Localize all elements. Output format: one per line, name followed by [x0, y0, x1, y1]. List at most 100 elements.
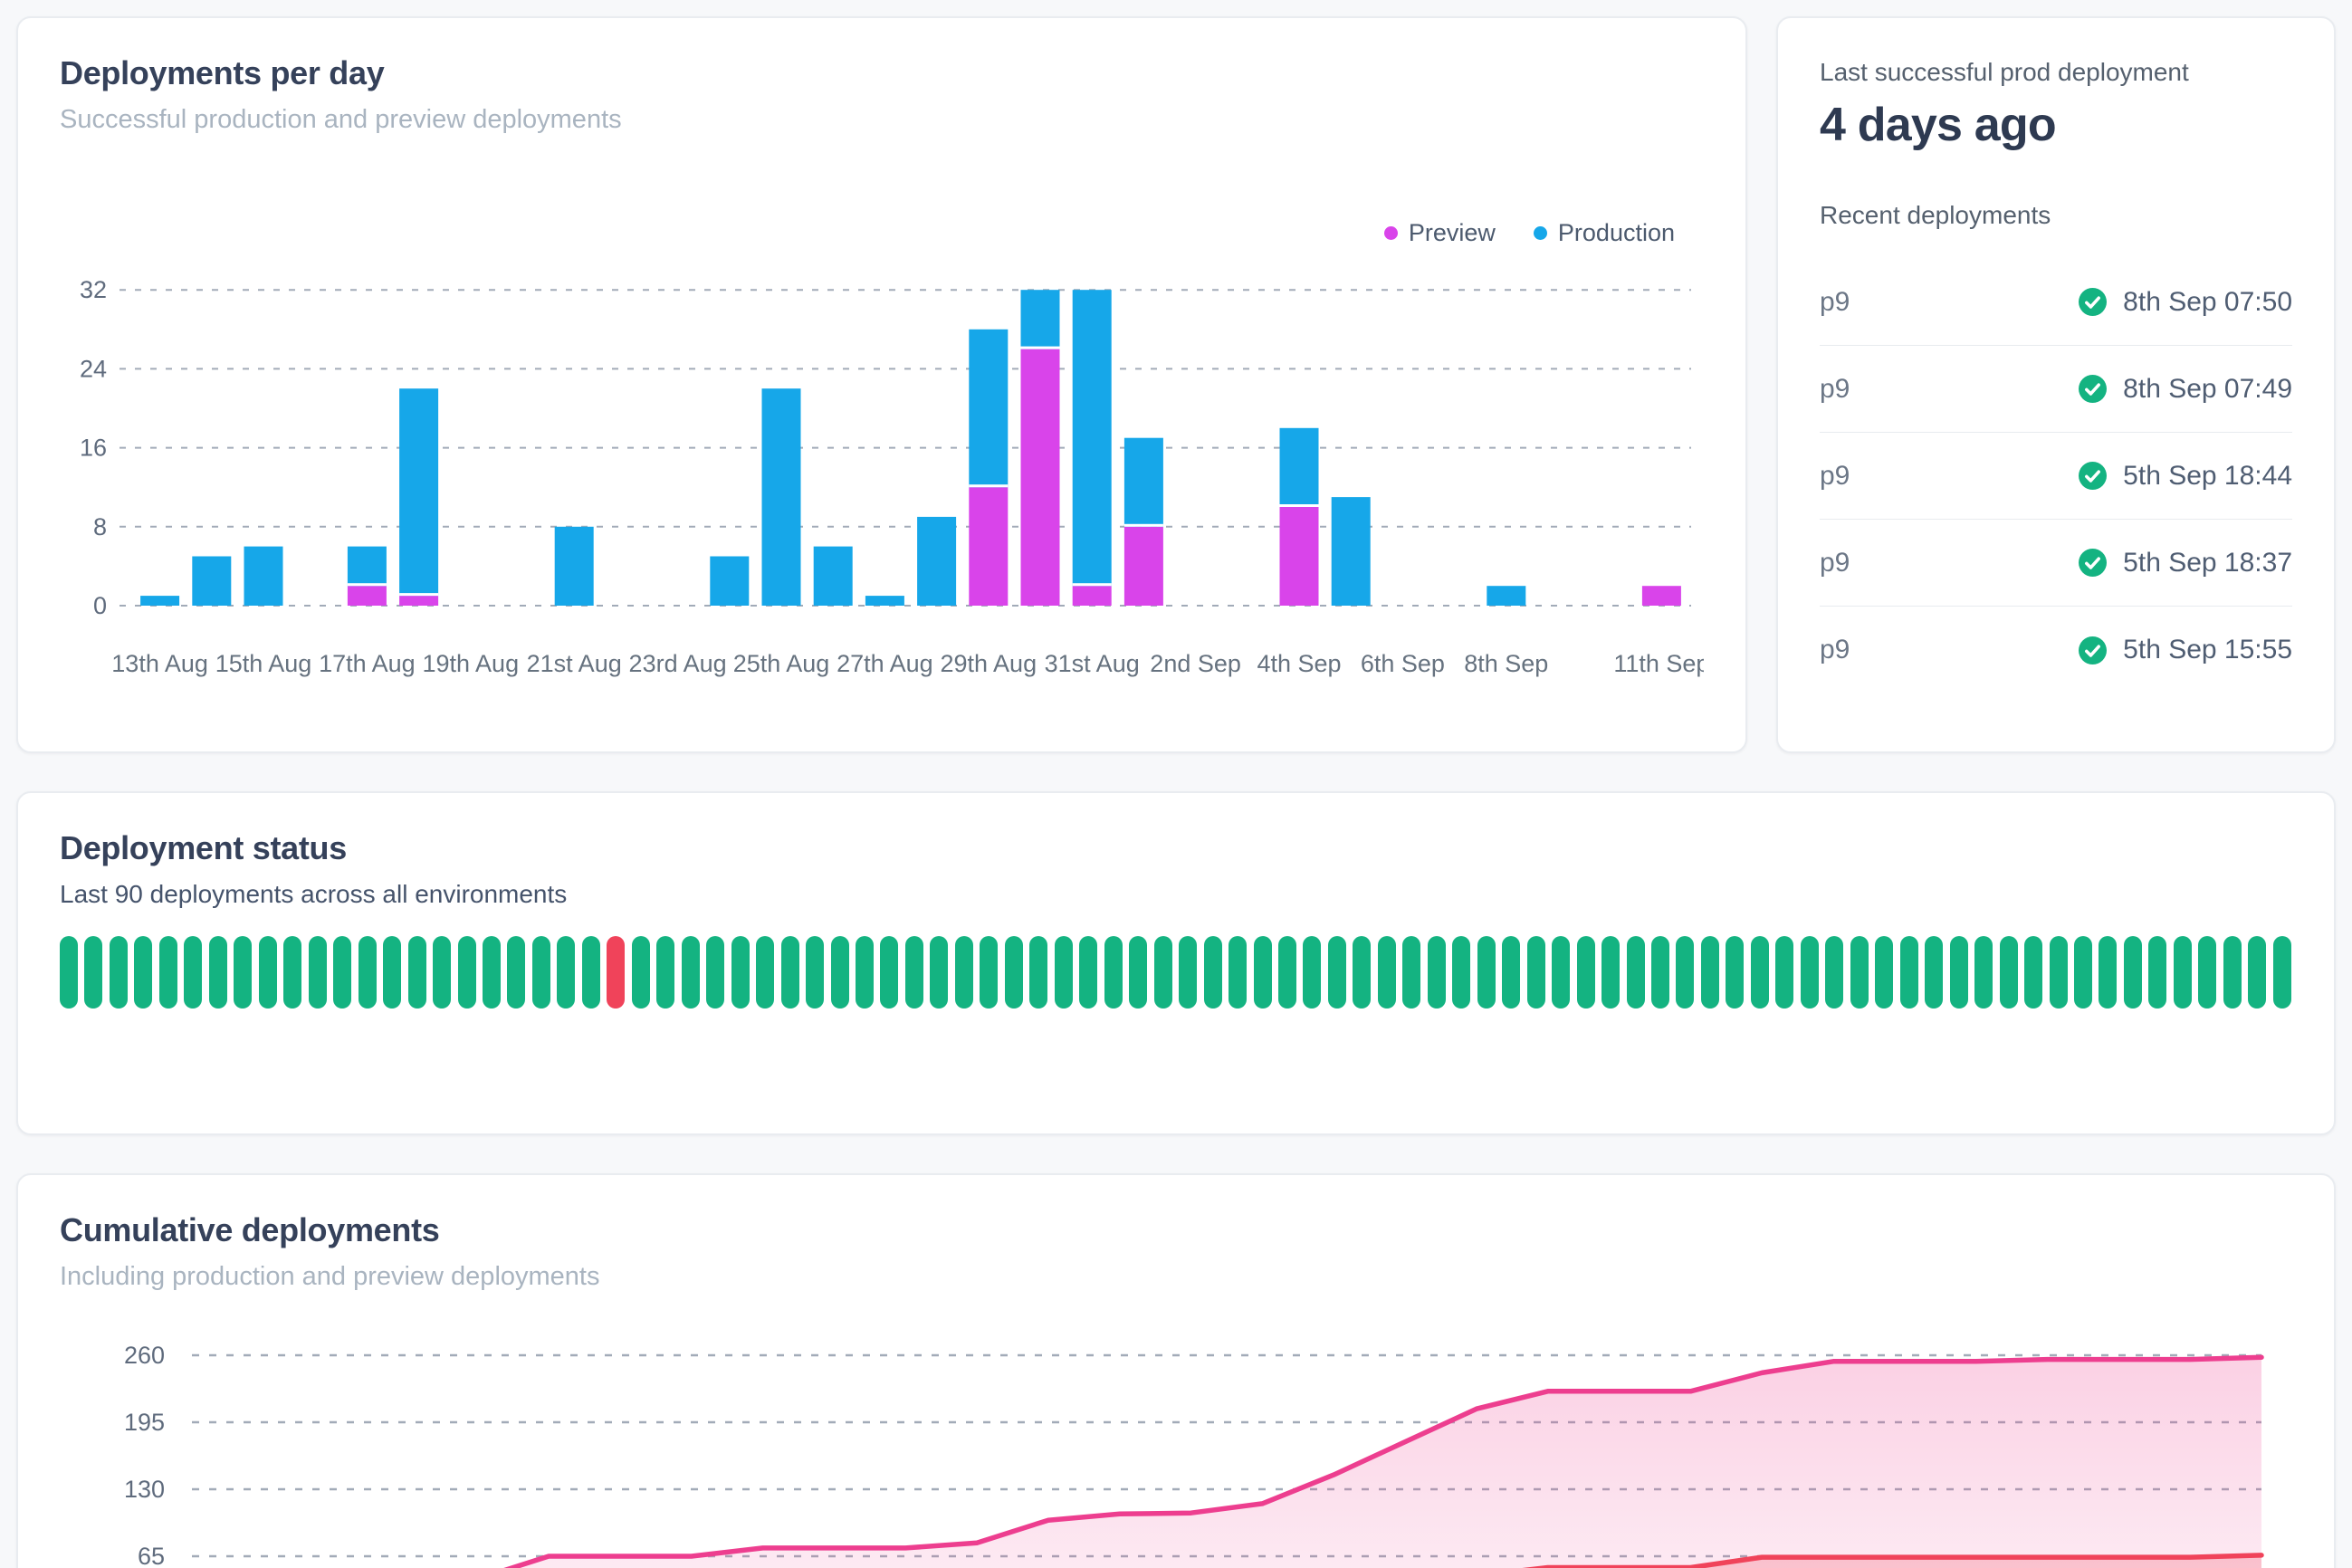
- deployment-pill-success[interactable]: [1875, 936, 1894, 1009]
- deployment-pill-success[interactable]: [407, 936, 426, 1009]
- deployment-pill-success[interactable]: [1949, 936, 1968, 1009]
- deployment-pill-success[interactable]: [1452, 936, 1471, 1009]
- deployment-pill-success[interactable]: [1427, 936, 1446, 1009]
- deployment-pill-success[interactable]: [1004, 936, 1023, 1009]
- deployment-pill-success[interactable]: [383, 936, 402, 1009]
- deployment-pill-success[interactable]: [581, 936, 600, 1009]
- deployment-time: 8th Sep 07:50: [2123, 286, 2292, 317]
- deployment-pill-success[interactable]: [1899, 936, 1918, 1009]
- deployment-pill-success[interactable]: [234, 936, 253, 1009]
- deployment-pill-success[interactable]: [1726, 936, 1745, 1009]
- deployment-pill-success[interactable]: [208, 936, 227, 1009]
- deployment-pill-success[interactable]: [2073, 936, 2092, 1009]
- deployment-pill-success[interactable]: [1179, 936, 1198, 1009]
- deployment-pill-success[interactable]: [806, 936, 825, 1009]
- deployment-pill-success[interactable]: [457, 936, 476, 1009]
- deployment-pill-success[interactable]: [1054, 936, 1073, 1009]
- legend-item-production[interactable]: Production: [1533, 219, 1675, 247]
- deployment-pill-success[interactable]: [60, 936, 78, 1009]
- deployment-row[interactable]: p9 8th Sep 07:49: [1820, 346, 2292, 433]
- deployment-pill-success[interactable]: [1526, 936, 1545, 1009]
- deployment-pill-success[interactable]: [1601, 936, 1621, 1009]
- deployment-row[interactable]: p9 5th Sep 15:55: [1820, 607, 2292, 693]
- deployment-pill-success[interactable]: [1104, 936, 1123, 1009]
- deployment-row[interactable]: p9 5th Sep 18:37: [1820, 520, 2292, 607]
- deployment-pill-success[interactable]: [1576, 936, 1595, 1009]
- deployment-pill-success[interactable]: [1750, 936, 1769, 1009]
- deployment-pill-success[interactable]: [2173, 936, 2192, 1009]
- deployment-pill-success[interactable]: [1651, 936, 1669, 1009]
- deployment-pill-success[interactable]: [1079, 936, 1098, 1009]
- deployment-pill-success[interactable]: [2272, 936, 2291, 1009]
- deployment-pill-success[interactable]: [1353, 936, 1372, 1009]
- deployment-pill-success[interactable]: [2198, 936, 2217, 1009]
- deployment-pill-success[interactable]: [954, 936, 973, 1009]
- deployment-pill-success[interactable]: [258, 936, 277, 1009]
- deployment-pill-success[interactable]: [2099, 936, 2118, 1009]
- deployment-pill-success[interactable]: [880, 936, 899, 1009]
- deployment-pill-success[interactable]: [308, 936, 327, 1009]
- deployment-pill-success[interactable]: [1277, 936, 1296, 1009]
- deployment-pill-success[interactable]: [980, 936, 999, 1009]
- deployment-pill-success[interactable]: [358, 936, 377, 1009]
- deployment-pill-success[interactable]: [2049, 936, 2068, 1009]
- deployment-pill-success[interactable]: [1502, 936, 1521, 1009]
- deployment-pill-success[interactable]: [109, 936, 128, 1009]
- deployment-pill-failed[interactable]: [607, 936, 626, 1009]
- deployment-pill-success[interactable]: [1676, 936, 1695, 1009]
- deployment-pill-success[interactable]: [631, 936, 650, 1009]
- deployment-pill-success[interactable]: [1925, 936, 1944, 1009]
- deployment-pill-success[interactable]: [1303, 936, 1322, 1009]
- deployment-pill-success[interactable]: [1253, 936, 1272, 1009]
- deployment-pill-success[interactable]: [2148, 936, 2167, 1009]
- deployment-pill-success[interactable]: [706, 936, 725, 1009]
- deployment-pill-success[interactable]: [1477, 936, 1496, 1009]
- deployment-pill-success[interactable]: [856, 936, 874, 1009]
- deployment-pill-success[interactable]: [158, 936, 177, 1009]
- deployment-pill-success[interactable]: [482, 936, 501, 1009]
- deployment-pill-success[interactable]: [283, 936, 302, 1009]
- deployment-pill-success[interactable]: [557, 936, 576, 1009]
- deployment-pill-success[interactable]: [1327, 936, 1346, 1009]
- deployment-pill-success[interactable]: [780, 936, 799, 1009]
- deployment-pill-success[interactable]: [2248, 936, 2267, 1009]
- deployment-pill-success[interactable]: [1850, 936, 1869, 1009]
- deployment-pill-success[interactable]: [1203, 936, 1222, 1009]
- deployment-pill-success[interactable]: [1626, 936, 1645, 1009]
- chart-legend: Preview Production: [1383, 219, 1675, 247]
- deployment-pill-success[interactable]: [1153, 936, 1172, 1009]
- deployment-row[interactable]: p9 5th Sep 18:44: [1820, 433, 2292, 520]
- deployment-pill-success[interactable]: [930, 936, 949, 1009]
- deployment-pill-success[interactable]: [681, 936, 700, 1009]
- deployment-pill-success[interactable]: [1229, 936, 1248, 1009]
- deployment-pill-success[interactable]: [531, 936, 550, 1009]
- deployment-pill-success[interactable]: [2123, 936, 2142, 1009]
- deployment-pill-success[interactable]: [1825, 936, 1844, 1009]
- deployment-pill-success[interactable]: [134, 936, 153, 1009]
- deployment-pill-success[interactable]: [433, 936, 452, 1009]
- deployment-pill-success[interactable]: [2024, 936, 2043, 1009]
- deployment-row[interactable]: p9 8th Sep 07:50: [1820, 259, 2292, 346]
- deployment-pill-success[interactable]: [756, 936, 775, 1009]
- deployment-pill-success[interactable]: [1974, 936, 1993, 1009]
- legend-item-preview[interactable]: Preview: [1383, 219, 1496, 247]
- deployment-pill-success[interactable]: [507, 936, 526, 1009]
- deployment-pill-success[interactable]: [84, 936, 103, 1009]
- deployment-pill-success[interactable]: [1402, 936, 1421, 1009]
- deployment-pill-success[interactable]: [1377, 936, 1396, 1009]
- deployment-pill-success[interactable]: [904, 936, 923, 1009]
- deployment-pill-success[interactable]: [1700, 936, 1719, 1009]
- deployment-pill-success[interactable]: [656, 936, 675, 1009]
- deployment-pill-success[interactable]: [1800, 936, 1819, 1009]
- deployment-pill-success[interactable]: [2223, 936, 2242, 1009]
- deployment-pill-success[interactable]: [184, 936, 203, 1009]
- deployment-pill-success[interactable]: [333, 936, 352, 1009]
- deployment-pill-success[interactable]: [1999, 936, 2018, 1009]
- deployment-pill-success[interactable]: [830, 936, 849, 1009]
- deployment-pill-success[interactable]: [1129, 936, 1148, 1009]
- deployment-pill-success[interactable]: [1552, 936, 1571, 1009]
- deployment-pill-success[interactable]: [731, 936, 750, 1009]
- deployment-pill-success[interactable]: [1775, 936, 1794, 1009]
- deployment-pill-success[interactable]: [1029, 936, 1048, 1009]
